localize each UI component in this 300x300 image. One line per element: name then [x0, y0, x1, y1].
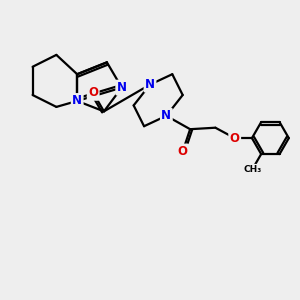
- Text: CH₃: CH₃: [243, 165, 261, 174]
- Text: O: O: [178, 145, 188, 158]
- Text: O: O: [88, 86, 98, 99]
- Text: N: N: [161, 109, 171, 122]
- Text: N: N: [72, 94, 82, 107]
- Text: O: O: [230, 132, 240, 145]
- Text: N: N: [145, 78, 155, 91]
- Text: N: N: [117, 81, 127, 94]
